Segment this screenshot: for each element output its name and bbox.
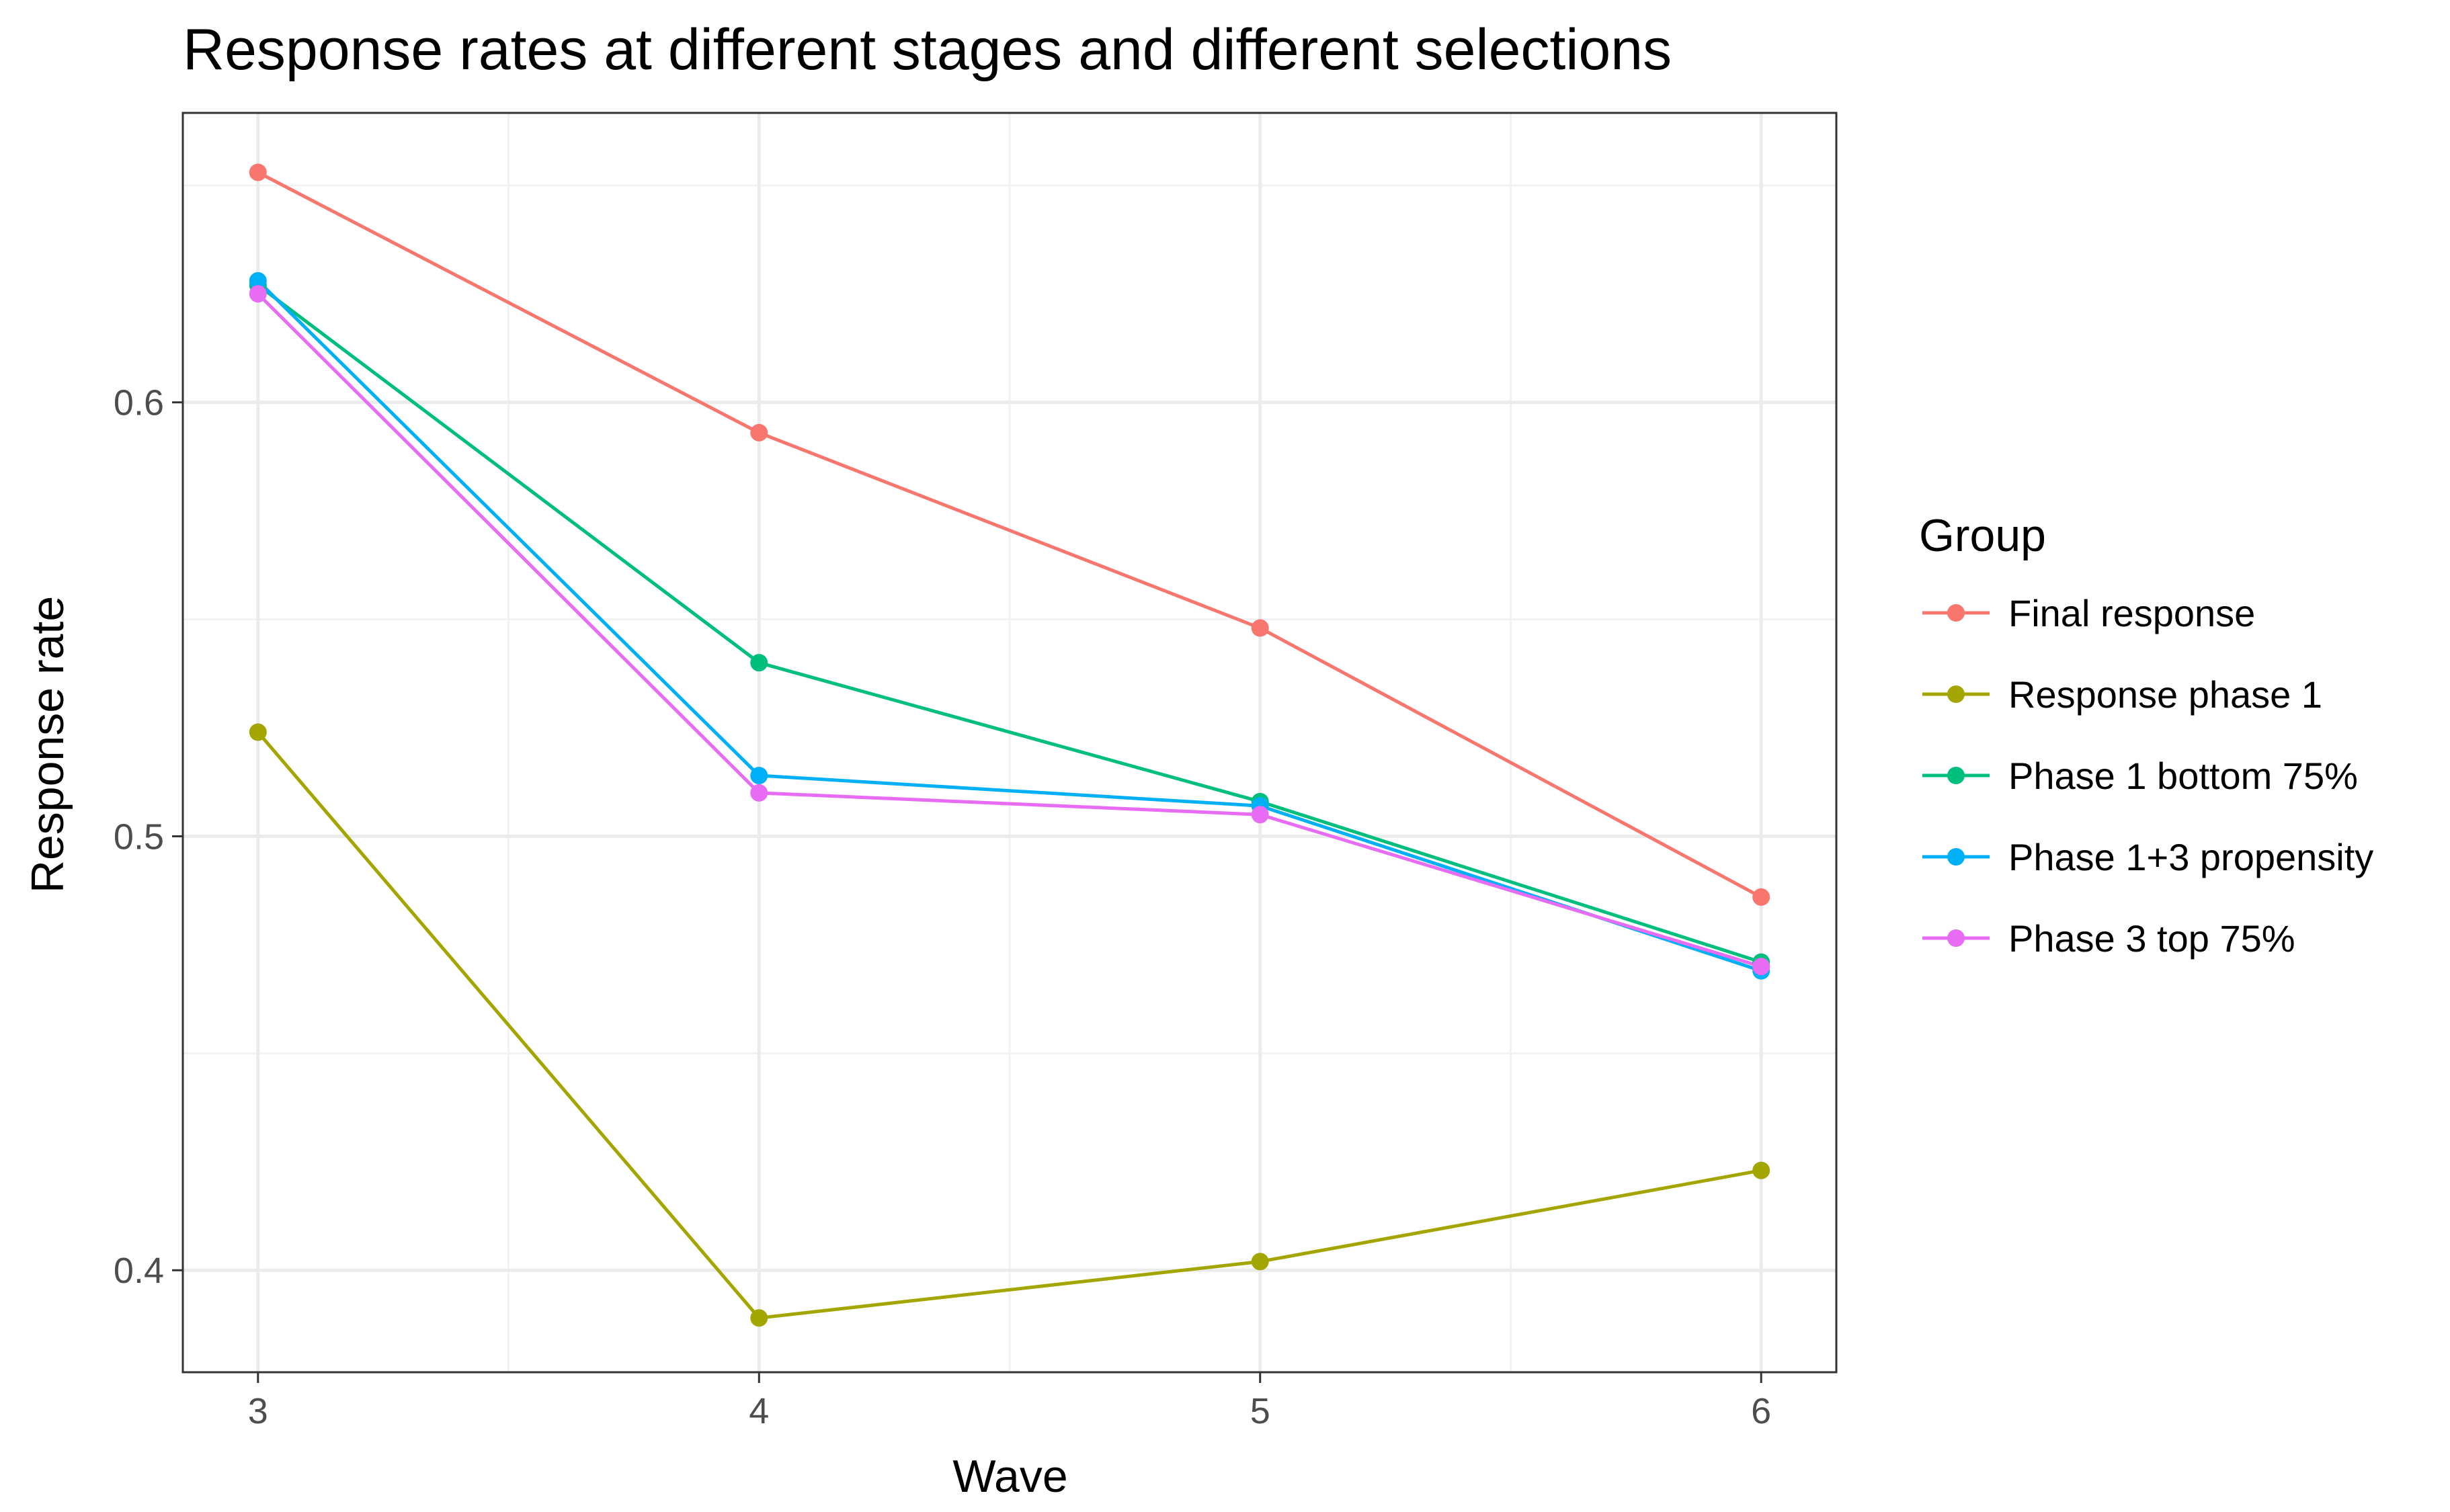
y-tick-label: 0.6 [114, 383, 164, 423]
legend: Group Final response Response phase 1 Phas… [1919, 510, 2373, 960]
legend-items: Final response Response phase 1 Phase 1 bo… [1922, 592, 2373, 960]
legend-key-point [1947, 848, 1965, 866]
legend-key-point [1947, 685, 1965, 703]
series-line [257, 171, 1762, 899]
data-point [750, 767, 768, 785]
data-point [249, 271, 267, 290]
plot-panel [181, 112, 1838, 1374]
data-point [750, 654, 768, 672]
data-point [750, 1309, 768, 1327]
legend-key-point [1947, 767, 1965, 784]
data-point [1752, 958, 1770, 976]
chart-title: Response rates at different stages and d… [183, 17, 1672, 82]
data-point [750, 784, 768, 802]
data-point [1752, 1161, 1770, 1179]
x-tick-label: 6 [1751, 1391, 1771, 1431]
legend-item: Phase 1 bottom 75% [1922, 755, 2358, 797]
legend-key-point [1947, 929, 1965, 947]
y-axis: 0.4 0.5 0.6 [114, 383, 183, 1291]
legend-label: Final response [2008, 592, 2255, 634]
data-point [249, 723, 267, 741]
data-point [750, 423, 768, 442]
legend-title: Group [1919, 510, 2046, 561]
x-tick-label: 3 [248, 1391, 268, 1431]
series-line [257, 280, 1762, 973]
legend-label: Phase 1+3 propensity [2008, 836, 2373, 878]
series-points [249, 163, 1770, 1327]
y-tick-label: 0.4 [114, 1251, 164, 1291]
data-point [249, 163, 267, 181]
y-axis-title: Response rate [22, 596, 73, 893]
x-tick-label: 4 [749, 1391, 769, 1431]
data-point [249, 285, 267, 303]
legend-key-point [1947, 604, 1965, 622]
legend-item: Phase 3 top 75% [1922, 917, 2295, 960]
data-point [1752, 888, 1770, 906]
series-line [256, 730, 1762, 1320]
legend-item: Phase 1+3 propensity [1922, 836, 2373, 878]
series-line [257, 284, 1762, 964]
data-point [1251, 806, 1269, 824]
series-line [257, 292, 1762, 968]
y-tick-label: 0.5 [114, 816, 164, 857]
x-axis-title: Wave [952, 1451, 1067, 1502]
minor-gridlines [183, 113, 1836, 1372]
data-point [1251, 1253, 1269, 1271]
panel-border [181, 112, 1838, 1374]
data-point [1251, 619, 1269, 637]
legend-label: Phase 1 bottom 75% [2008, 755, 2358, 797]
legend-label: Response phase 1 [2008, 673, 2322, 716]
series-lines [256, 171, 1762, 1320]
legend-item: Response phase 1 [1922, 673, 2322, 716]
legend-item: Final response [1922, 592, 2255, 634]
x-tick-label: 5 [1250, 1391, 1270, 1431]
x-axis: 3 4 5 6 [248, 1372, 1771, 1431]
legend-label: Phase 3 top 75% [2008, 917, 2295, 960]
